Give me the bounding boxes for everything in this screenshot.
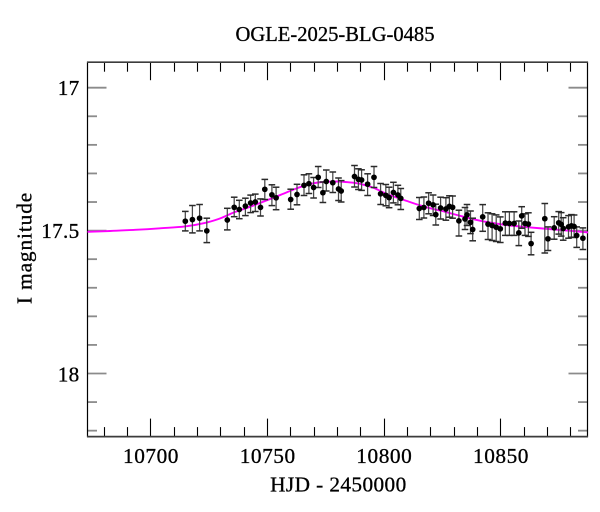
svg-text:17.5: 17.5 [41,219,79,243]
svg-text:I magnitude: I magnitude [13,192,37,304]
svg-text:10700: 10700 [123,444,179,468]
svg-text:10750: 10750 [240,444,296,468]
svg-text:17: 17 [58,76,80,100]
svg-text:OGLE-2025-BLG-0485: OGLE-2025-BLG-0485 [235,24,434,46]
svg-text:HJD - 2450000: HJD - 2450000 [270,473,407,497]
svg-text:10850: 10850 [473,444,529,468]
svg-text:10800: 10800 [356,444,412,468]
svg-text:18: 18 [58,362,80,386]
